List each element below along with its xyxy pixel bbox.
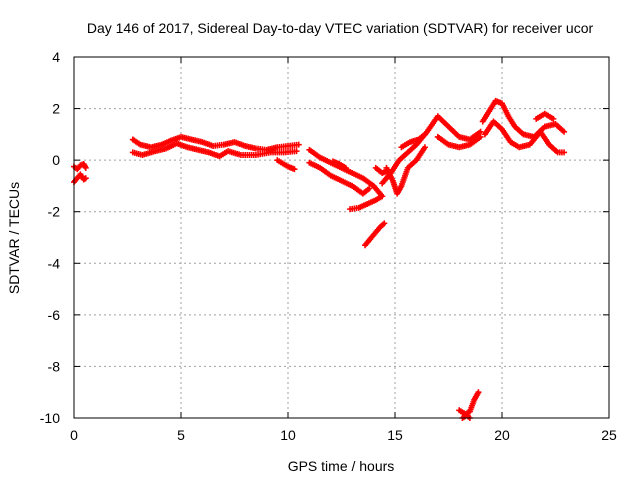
y-tick-label: 0 xyxy=(52,152,60,168)
data-point xyxy=(550,115,557,122)
x-axis-label: GPS time / hours xyxy=(288,458,395,474)
y-tick-label: -8 xyxy=(48,358,61,374)
data-point xyxy=(421,131,428,138)
data-point xyxy=(293,148,300,155)
x-tick-label: 25 xyxy=(601,427,617,443)
data-point xyxy=(561,149,568,156)
y-tick-label: -2 xyxy=(48,204,61,220)
data-point xyxy=(295,141,302,148)
chart-title: Day 146 of 2017, Sidereal Day-to-day VTE… xyxy=(87,20,594,36)
plot-frame xyxy=(73,56,610,419)
data-point xyxy=(421,144,428,151)
y-tick-label: -4 xyxy=(48,255,61,271)
data-point xyxy=(342,164,349,171)
data-point xyxy=(381,220,388,227)
data-point xyxy=(385,167,392,174)
y-axis-label: SDTVAR / TECUs xyxy=(6,182,22,294)
data-point xyxy=(366,185,373,192)
data-point xyxy=(379,193,386,200)
data-points xyxy=(71,97,568,421)
data-point xyxy=(82,175,89,182)
data-point xyxy=(561,128,568,135)
y-tick-label: 4 xyxy=(52,49,60,65)
x-tick-label: 20 xyxy=(494,427,510,443)
data-point xyxy=(477,133,484,140)
data-point xyxy=(477,128,484,135)
data-point xyxy=(475,389,482,396)
y-tick-label: -6 xyxy=(48,307,61,323)
axis-ticks: 0 5 10 15 20 25 -10 -8 -6 -4 -2 0 2 4 xyxy=(40,49,617,443)
y-tick-label: -10 xyxy=(40,410,60,426)
grid-lines xyxy=(74,57,609,418)
y-tick-label: 2 xyxy=(52,101,60,117)
data-point xyxy=(82,164,89,171)
x-tick-label: 5 xyxy=(177,427,185,443)
x-tick-label: 0 xyxy=(70,427,78,443)
x-tick-label: 15 xyxy=(387,427,403,443)
x-tick-label: 10 xyxy=(280,427,296,443)
data-point xyxy=(291,166,298,173)
